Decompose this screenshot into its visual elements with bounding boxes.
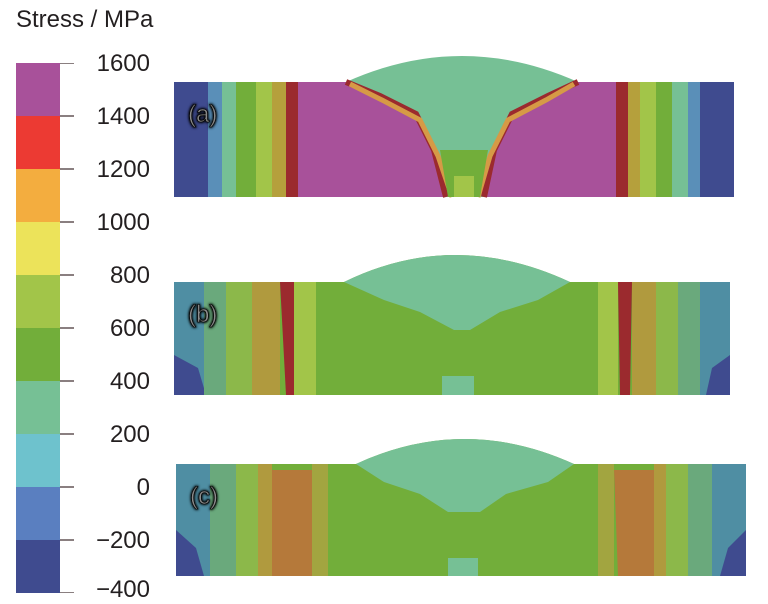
colorbar-band [16,169,60,222]
colorbar-band [16,487,60,540]
tick-label-1600: 1600 [96,50,150,77]
colorbar-band [16,381,60,434]
tick-label-1000: 1000 [96,209,150,236]
colorbar-title: Stress / MPa [16,6,154,33]
colorbar-band [16,434,60,487]
panel-label-b: (b) [188,301,217,328]
tick-label-minus-200: −200 [95,527,150,554]
panel-label-c: (c) [190,483,218,510]
stress-colorbar [16,63,74,593]
panel-a-contour-map [174,56,734,198]
tick-label-600: 600 [109,315,150,342]
tick-label-800: 800 [109,262,150,289]
tick-label-1200: 1200 [96,156,150,183]
colorbar-band [16,540,60,593]
panel-b-contour-map [174,255,730,395]
colorbar-band [16,63,60,116]
colorbar-band [16,116,60,169]
tick-label-minus-400: −400 [95,576,150,603]
colorbar-band [16,275,60,328]
panel-c-contour-map [176,439,746,576]
colorbar-band [16,222,60,275]
tick-label-400: 400 [109,368,150,395]
tick-label-200: 200 [109,421,150,448]
colorbar-band [16,328,60,381]
tick-label-1400: 1400 [96,103,150,130]
tick-label-0: 0 [136,474,150,501]
panel-label-a: (a) [188,101,217,128]
